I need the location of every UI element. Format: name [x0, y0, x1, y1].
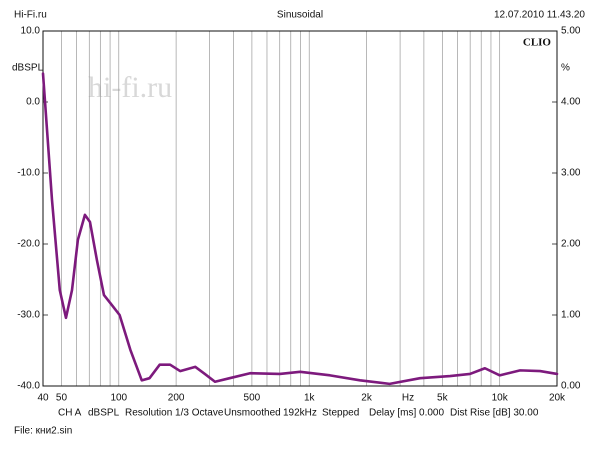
status-item: Resolution 1/3 Octave — [125, 408, 224, 419]
header-right: 12.07.2010 11.43.20 — [494, 10, 585, 21]
x-tick-label: 40 — [37, 393, 49, 404]
y2-tick-label: 3.00 — [561, 168, 581, 179]
y2-tick-label: 4.00 — [561, 97, 581, 108]
y2-axis-label: % — [561, 63, 570, 74]
x-tick-label: 500 — [244, 393, 261, 404]
x-tick-label: 50 — [56, 393, 68, 404]
header-center: Sinusoidal — [277, 10, 323, 21]
brand: CLIO — [523, 37, 552, 49]
y-tick-label: -20.0 — [17, 239, 40, 250]
status-item: Unsmoothed — [224, 408, 281, 419]
x-tick-label: 100 — [110, 393, 127, 404]
series-line — [41, 72, 559, 386]
x-tick-label: 200 — [168, 393, 185, 404]
y-tick-label: -10.0 — [17, 168, 40, 179]
x-unit-label: Hz — [402, 393, 414, 404]
y-tick-label: -30.0 — [17, 310, 40, 321]
status-item: Dist Rise [dB] 30.00 — [450, 408, 539, 419]
status-item: CH A — [58, 408, 82, 419]
x-tick-label: 1k — [304, 393, 316, 404]
y2-tick-label: 5.00 — [561, 26, 581, 37]
status-item: 192kHz — [283, 408, 317, 419]
x-tick-label: 10k — [492, 393, 509, 404]
y-tick-label: 0.0 — [26, 97, 40, 108]
x-tick-label: 2k — [361, 393, 373, 404]
y2-tick-label: 2.00 — [561, 239, 581, 250]
status-item: Delay [ms] 0.000 — [369, 408, 444, 419]
y-tick-label: -40.0 — [17, 381, 40, 392]
x-tick-label: 5k — [437, 393, 449, 404]
header-left: Hi-Fi.ru — [14, 10, 47, 21]
x-tick-label: 20k — [549, 393, 566, 404]
file-label: File: кни2.sin — [14, 426, 72, 437]
status-item: Stepped — [322, 408, 359, 419]
y2-tick-label: 1.00 — [561, 310, 581, 321]
status-item: dBSPL — [88, 408, 120, 419]
y2-tick-label: 0.00 — [561, 381, 581, 392]
watermark: hi-fi.ru — [88, 71, 172, 104]
y-axis-label: dBSPL — [12, 63, 44, 74]
plot-frame — [42, 30, 558, 387]
y-tick-label: 10.0 — [21, 26, 41, 37]
